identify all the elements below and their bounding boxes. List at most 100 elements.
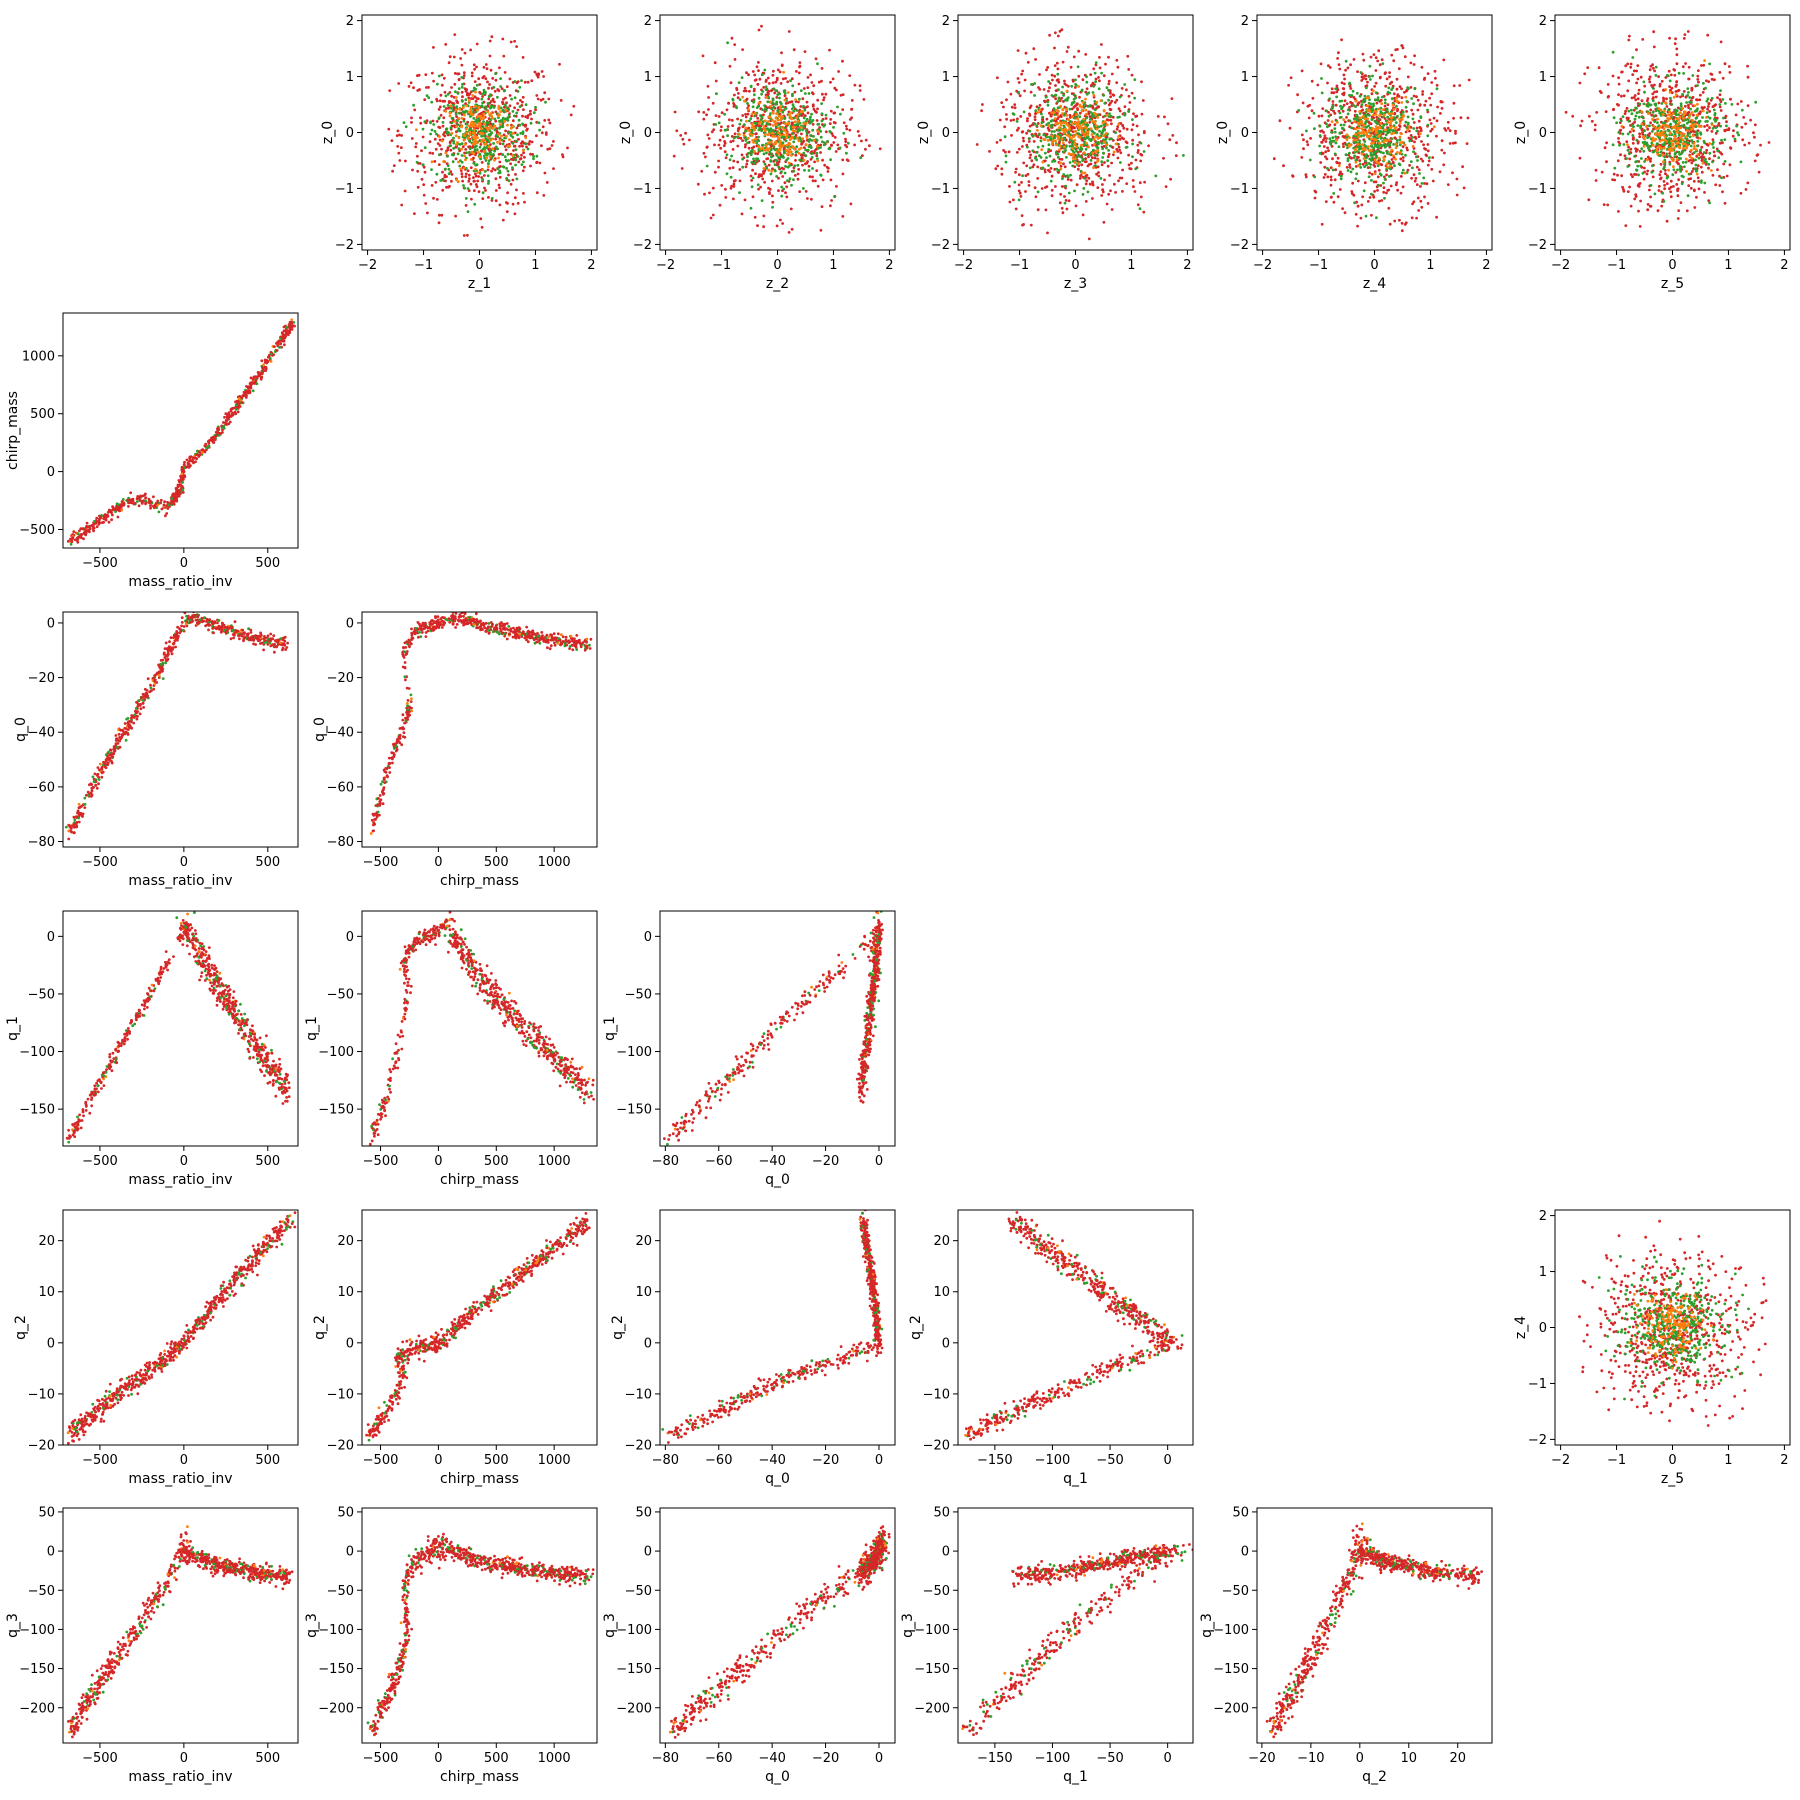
scatter-point — [511, 119, 515, 123]
scatter-point — [1363, 165, 1366, 169]
scatter-point — [717, 143, 721, 147]
scatter-point — [816, 62, 819, 66]
scatter-point — [1055, 167, 1059, 171]
scatter-point — [1329, 175, 1333, 179]
scatter-point — [1109, 144, 1112, 148]
scatter-point — [1425, 154, 1428, 158]
scatter-point — [762, 127, 766, 130]
scatter-point — [1404, 130, 1408, 134]
scatter-point — [1356, 145, 1360, 149]
scatter-point — [1088, 182, 1092, 186]
scatter-point — [1363, 117, 1367, 121]
scatter-point — [506, 202, 509, 205]
scatter-point — [1067, 118, 1070, 121]
scatter-point — [1289, 76, 1293, 80]
scatter-point — [1380, 163, 1384, 167]
scatter-point — [415, 128, 418, 132]
scatter-point — [1100, 71, 1103, 75]
scatter-point — [1104, 138, 1108, 141]
scatter-point — [773, 168, 777, 172]
scatter-point — [429, 120, 433, 124]
scatter-point — [1091, 106, 1095, 110]
scatter-point — [836, 105, 839, 109]
scatter-point — [1056, 72, 1060, 76]
scatter-point — [528, 140, 532, 143]
scatter-point — [707, 96, 710, 99]
scatter-point — [1657, 101, 1661, 105]
scatter-point — [757, 28, 761, 32]
scatter-point — [1063, 145, 1066, 149]
scatter-point — [442, 76, 446, 80]
scatter-point — [1406, 168, 1410, 172]
scatter-point — [1084, 182, 1088, 186]
scatter-point — [1427, 159, 1431, 163]
scatter-point — [1016, 77, 1020, 80]
scatter-point — [793, 164, 797, 168]
scatter-point — [1400, 229, 1404, 233]
scatter-point — [1116, 138, 1120, 142]
scatter-point — [447, 106, 450, 110]
scatter-point — [1343, 99, 1347, 103]
scatter-point — [778, 70, 782, 74]
scatter-point — [1365, 153, 1368, 157]
scatter-point — [422, 183, 426, 187]
scatter-point — [1374, 150, 1377, 153]
scatter-point — [1390, 119, 1393, 123]
scatter-point — [469, 166, 473, 170]
scatter-point — [1026, 145, 1029, 149]
scatter-point — [1637, 209, 1640, 213]
scatter-point — [1376, 59, 1380, 63]
scatter-point — [1061, 141, 1065, 145]
scatter-point — [1084, 108, 1088, 112]
scatter-point — [561, 155, 565, 159]
scatter-point — [566, 146, 569, 150]
scatter-point — [529, 152, 532, 156]
scatter-point — [1395, 96, 1399, 100]
scatter-point — [776, 68, 780, 72]
scatter-point — [812, 138, 816, 142]
scatter-point — [710, 130, 714, 134]
scatter-point — [1446, 120, 1450, 124]
scatter-point — [769, 159, 773, 163]
scatter-point — [1403, 90, 1406, 94]
scatter-point — [1059, 104, 1062, 108]
scatter-point — [1358, 139, 1361, 143]
scatter-point — [445, 175, 448, 179]
scatter-point — [1458, 84, 1462, 87]
scatter-point — [1050, 94, 1054, 97]
scatter-point — [1071, 157, 1075, 160]
scatter-point — [1431, 156, 1435, 159]
scatter-point — [506, 152, 510, 156]
scatter-point — [810, 152, 814, 156]
scatter-point — [470, 71, 474, 75]
scatter-point — [1718, 98, 1722, 101]
scatter-point — [494, 199, 498, 203]
scatter-point — [1288, 126, 1292, 130]
scatter-point — [504, 158, 508, 162]
scatter-point — [1357, 101, 1361, 105]
scatter-point — [1364, 110, 1368, 114]
scatter-point — [728, 166, 732, 170]
scatter-point — [1313, 189, 1317, 193]
scatter-point — [1432, 116, 1436, 120]
scatter-point — [782, 143, 785, 147]
scatter-point — [518, 123, 522, 127]
scatter-point — [1070, 139, 1074, 143]
scatter-point — [1413, 179, 1417, 183]
x-tick-label: −2 — [1253, 258, 1272, 273]
scatter-point — [1372, 146, 1376, 150]
scatter-point — [1706, 107, 1709, 111]
scatter-point — [1045, 185, 1049, 189]
scatter-point — [521, 132, 525, 136]
scatter-point — [1376, 117, 1380, 121]
scatter-point — [1103, 120, 1107, 123]
scatter-point — [773, 91, 777, 95]
scatter-point — [1391, 129, 1395, 132]
scatter-point — [1031, 149, 1035, 153]
scatter-point — [438, 126, 442, 129]
scatter-point — [1363, 140, 1367, 143]
scatter-point — [1056, 155, 1060, 159]
scatter-point — [1344, 68, 1347, 72]
scatter-point — [454, 145, 458, 149]
scatter-point — [503, 89, 507, 92]
